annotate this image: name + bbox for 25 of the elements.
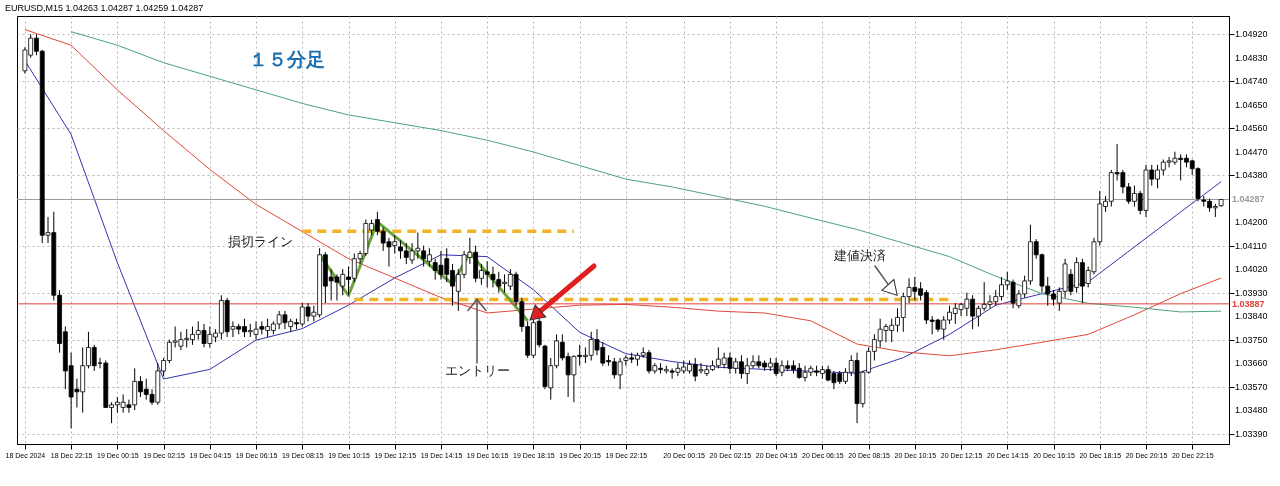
y-tick-label: 1.03480: [1235, 405, 1268, 416]
ref-line-label: 1.04287: [1232, 194, 1265, 205]
y-tick-label: 1.04110: [1235, 240, 1267, 251]
y-tick-label: 1.04560: [1235, 123, 1268, 134]
y-tick-label: 1.03750: [1235, 334, 1268, 345]
line-series: [70, 31, 1222, 313]
chart-title: EURUSD,M15 1.04263 1.04287 1.04259 1.04287: [5, 3, 204, 13]
y-tick-label: 1.04650: [1235, 99, 1268, 110]
y-tick-label: 1.04200: [1235, 217, 1268, 228]
y-tick-label: 1.03390: [1235, 428, 1268, 439]
y-tick-label: 1.04740: [1235, 76, 1268, 87]
y-tick-label: 1.03570: [1235, 381, 1268, 392]
annotation: 損切ライン: [227, 234, 293, 249]
y-tick-label: 1.04920: [1235, 29, 1268, 40]
annotation: 建値決済: [833, 248, 886, 263]
y-tick-label: 1.04470: [1235, 146, 1268, 157]
y-tick-label: 1.03660: [1235, 358, 1268, 369]
annotation: １５分足: [249, 49, 325, 70]
y-tick-label: 1.03840: [1235, 311, 1268, 322]
y-tick-label: 1.04830: [1235, 52, 1268, 63]
y-tick-label: 1.03930: [1235, 287, 1268, 298]
ref-line-label: 1.03887: [1232, 298, 1265, 309]
annotation: エントリー: [444, 363, 510, 378]
y-tick-label: 1.04380: [1235, 170, 1268, 181]
y-tick-label: 1.04020: [1235, 264, 1268, 275]
